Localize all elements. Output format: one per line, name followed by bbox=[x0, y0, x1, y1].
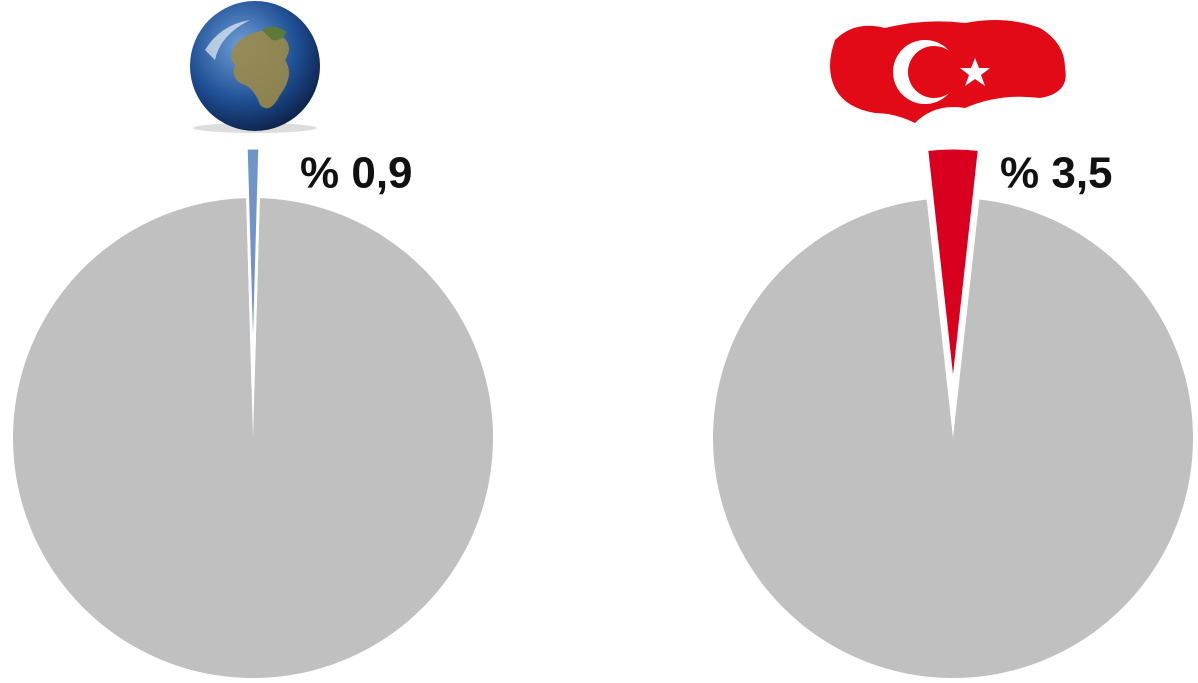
value-label: % 3,5 bbox=[1000, 149, 1113, 198]
turkey-icon bbox=[830, 20, 1066, 123]
value-label: % 0,9 bbox=[300, 149, 413, 198]
earth-icon bbox=[190, 1, 320, 133]
chart: % 0,9 % 3,5 bbox=[0, 0, 1198, 683]
